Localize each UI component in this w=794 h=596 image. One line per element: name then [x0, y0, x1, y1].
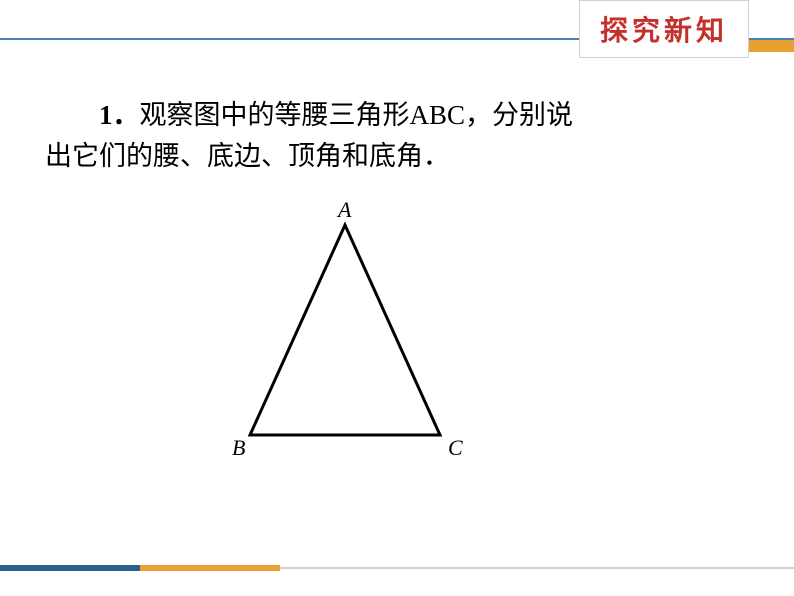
header-title-box: 探究新知	[579, 0, 749, 58]
header-title: 探究新知	[600, 16, 728, 47]
vertex-label-a: A	[338, 197, 351, 223]
vertex-label-b: B	[232, 435, 245, 461]
footer-blue-segment	[0, 565, 140, 571]
footer-line-segment	[280, 567, 794, 571]
question-text: 1．观察图中的等腰三角形ABC，分别说 出它们的腰、底边、顶角和底角．	[45, 95, 749, 176]
triangle-shape	[250, 225, 440, 435]
header-accent-block	[744, 40, 794, 52]
footer-bar	[0, 565, 794, 571]
question-line1: 观察图中的等腰三角形ABC，分别说	[140, 100, 574, 130]
vertex-label-c: C	[448, 435, 463, 461]
triangle-diagram: A B C	[220, 215, 500, 495]
question-line2: 出它们的腰、底边、顶角和底角．	[45, 141, 450, 171]
question-number: 1．	[99, 100, 140, 130]
footer-orange-segment	[140, 565, 280, 571]
